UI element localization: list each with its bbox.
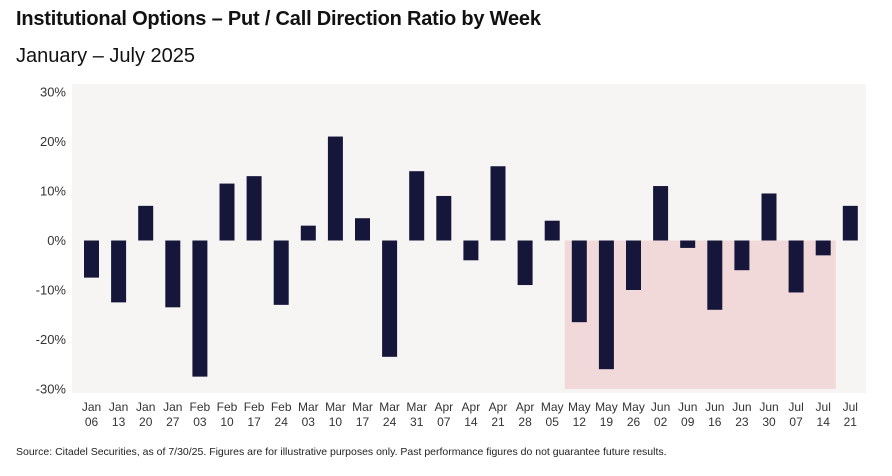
x-tick-label-day: 16	[708, 415, 722, 429]
x-tick-label-day: 20	[139, 415, 153, 429]
x-tick-label-month: Feb	[190, 400, 211, 414]
chart-area: 30% 20% 10% 0% -10% -20% -30% Jan 06 Jan 13 Jan 20 Ja…	[0, 78, 892, 443]
bar	[544, 220, 560, 241]
x-tick-label-month: May	[595, 400, 618, 414]
x-tick-label-month: Feb	[217, 400, 238, 414]
x-tick-label-month: Jul	[788, 400, 803, 414]
bar	[490, 166, 506, 241]
chart-subtitle: January – July 2025	[16, 45, 196, 67]
x-tick-label-month: Feb	[244, 400, 265, 414]
x-tick-label-day: 14	[464, 415, 478, 429]
x-tick-label-day: 26	[627, 415, 641, 429]
bar	[842, 205, 858, 241]
bar	[571, 240, 587, 323]
bar	[138, 205, 154, 241]
y-tick-label: 10%	[40, 184, 66, 199]
bar	[788, 240, 804, 293]
x-tick-label-month: Mar	[325, 400, 346, 414]
x-tick-label-month: May	[541, 400, 564, 414]
bar	[761, 193, 777, 241]
x-tick-label-day: 13	[112, 415, 126, 429]
x-tick-label-day: 17	[356, 415, 370, 429]
x-tick-label-day: 17	[247, 415, 261, 429]
x-tick-label-day: 28	[518, 415, 532, 429]
bar	[327, 136, 343, 241]
bar	[436, 195, 452, 241]
bar	[192, 240, 208, 377]
bar	[517, 240, 533, 286]
x-tick-label-day: 24	[275, 415, 289, 429]
x-tick-label-day: 27	[166, 415, 180, 429]
y-tick-label: -30%	[36, 382, 67, 397]
x-tick-label-month: May	[568, 400, 591, 414]
x-tick-label-month: Feb	[271, 400, 292, 414]
bar	[84, 240, 99, 278]
x-tick-label-month: Apr	[489, 400, 508, 414]
x-tick-label-day: 05	[546, 415, 560, 429]
bar	[355, 218, 370, 241]
x-tick-label-month: Jan	[82, 400, 101, 414]
x-tick-label-day: 02	[654, 415, 668, 429]
x-tick-label-day: 10	[220, 415, 234, 429]
x-tick-label-month: Jan	[136, 400, 155, 414]
x-tick-label-month: Jan	[163, 400, 182, 414]
x-tick-label-month: Jun	[678, 400, 697, 414]
x-tick-label-month: Jul	[843, 400, 858, 414]
bar	[409, 171, 425, 241]
bar	[382, 240, 398, 357]
x-tick-label-month: Apr	[462, 400, 481, 414]
bar	[626, 240, 641, 290]
x-tick-label-day: 06	[85, 415, 99, 429]
x-tick-label-day: 30	[762, 415, 776, 429]
x-tick-label-month: Jun	[732, 400, 751, 414]
x-tick-label-month: Mar	[379, 400, 400, 414]
x-tick-label-month: May	[622, 400, 645, 414]
x-tick-label-day: 14	[817, 415, 831, 429]
bar-chart: 30%20%10%0%-10%-20%-30%Jan06Jan13Jan20Ja…	[36, 84, 866, 429]
y-tick-label: 30%	[40, 85, 66, 100]
x-tick-label-day: 31	[410, 415, 424, 429]
bar	[219, 183, 235, 241]
x-tick-label-month: Mar	[406, 400, 427, 414]
x-tick-label-day: 03	[302, 415, 316, 429]
bar	[111, 240, 127, 303]
bar	[246, 176, 262, 241]
bar	[463, 240, 479, 261]
x-tick-label-day: 07	[789, 415, 803, 429]
x-tick-label-day: 24	[383, 415, 397, 429]
y-tick-label: -20%	[36, 332, 67, 347]
x-tick-label-month: Jun	[759, 400, 778, 414]
x-tick-label-month: Jun	[705, 400, 724, 414]
bar	[734, 240, 750, 271]
x-tick-label-day: 09	[681, 415, 695, 429]
x-tick-label-month: Mar	[352, 400, 373, 414]
x-tick-label-month: Apr	[434, 400, 453, 414]
source-note: Source: Citadel Securities, as of 7/30/2…	[16, 446, 667, 458]
x-tick-label-day: 12	[573, 415, 587, 429]
x-tick-label-day: 03	[193, 415, 207, 429]
bar	[815, 240, 831, 256]
y-tick-label: -10%	[36, 283, 67, 298]
bar	[707, 240, 723, 310]
x-tick-label-month: Jul	[816, 400, 831, 414]
x-tick-label-day: 07	[437, 415, 451, 429]
bar	[598, 240, 614, 370]
chart-title: Institutional Options – Put / Call Direc…	[16, 8, 541, 30]
bar	[300, 225, 316, 241]
bar	[165, 240, 181, 308]
y-tick-label: 0%	[47, 233, 66, 248]
bar	[653, 186, 669, 241]
x-tick-label-day: 19	[600, 415, 614, 429]
x-tick-label-day: 23	[735, 415, 749, 429]
x-tick-label-month: Mar	[298, 400, 319, 414]
x-tick-label-day: 10	[329, 415, 343, 429]
x-tick-label-month: Jan	[109, 400, 128, 414]
bar	[273, 240, 289, 305]
bar	[680, 240, 696, 248]
x-tick-label-month: Apr	[516, 400, 535, 414]
y-tick-label: 20%	[40, 134, 66, 149]
x-tick-label-month: Jun	[651, 400, 670, 414]
x-tick-label-day: 21	[844, 415, 858, 429]
x-tick-label-day: 21	[491, 415, 505, 429]
